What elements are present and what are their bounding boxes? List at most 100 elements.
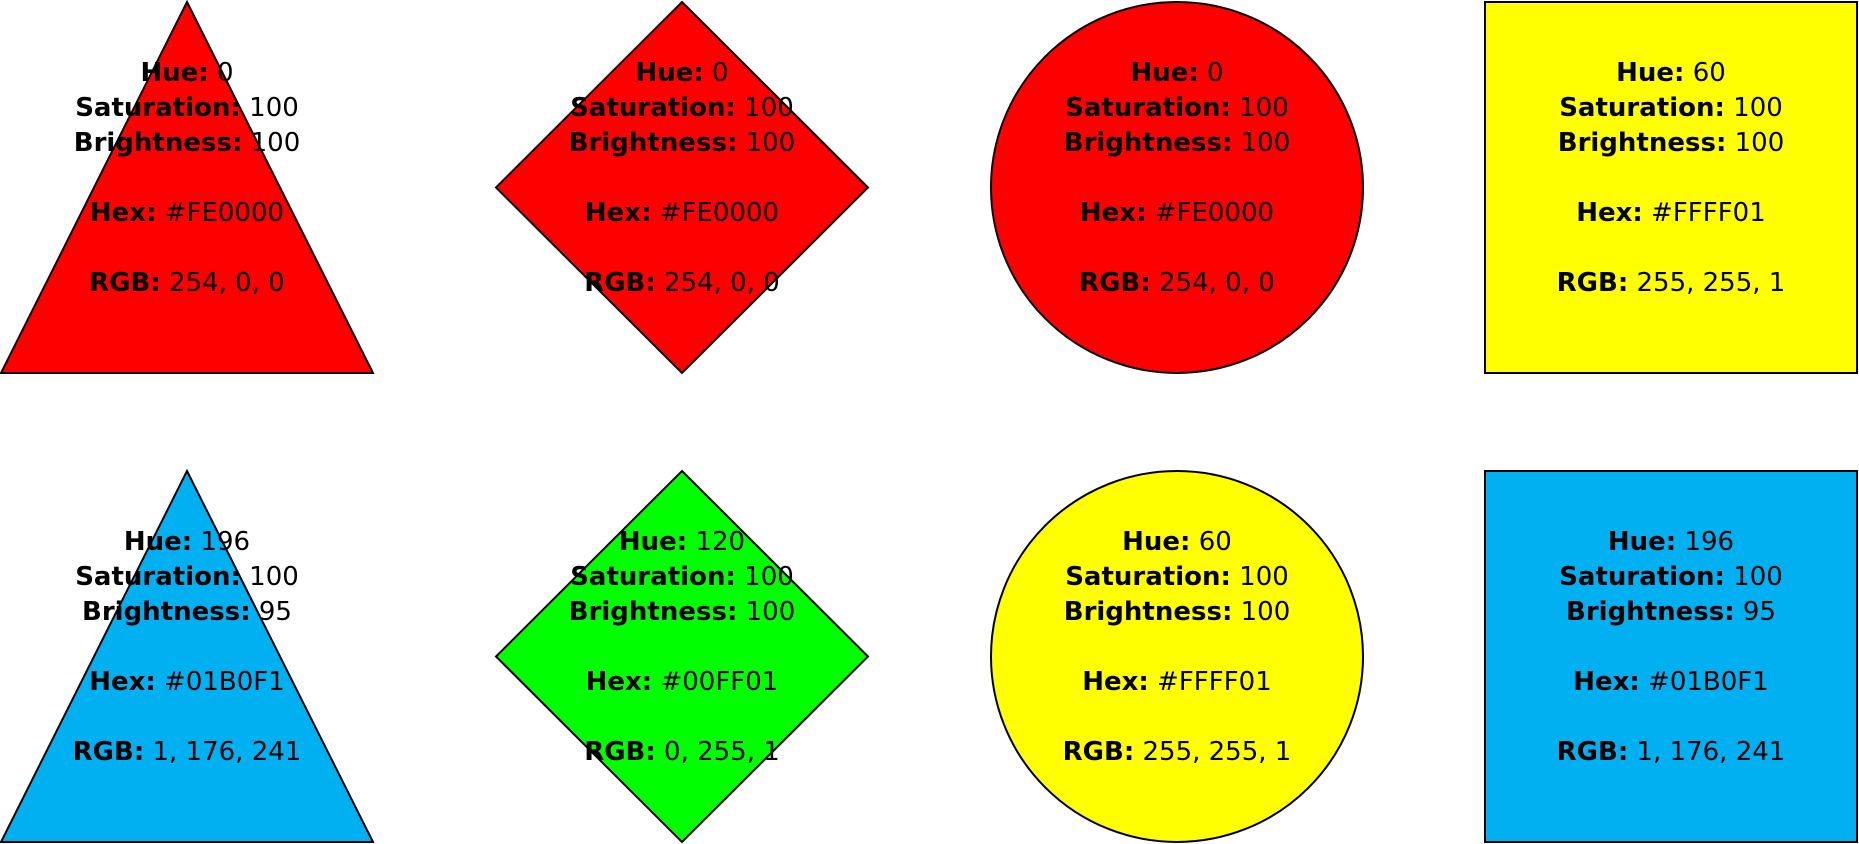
hex-label: Hex:	[1573, 667, 1640, 697]
hex-text: Hex: #FFFF01	[1082, 667, 1272, 697]
saturation-value: 100	[736, 562, 794, 592]
saturation-text: Saturation: 100	[1065, 93, 1289, 123]
hex-text: Hex: #01B0F1	[89, 667, 285, 697]
circle-shape	[990, 1, 1364, 374]
hue-value: 196	[192, 527, 250, 557]
saturation-text: Saturation: 100	[570, 562, 794, 592]
square-shape	[1484, 470, 1858, 843]
rgb-text: RGB: 1, 176, 241	[1557, 737, 1786, 767]
hue-label: Hue:	[1130, 58, 1198, 88]
rgb-label: RGB:	[584, 268, 656, 298]
hue-value: 0	[209, 58, 234, 88]
hex-value: #FFFF01	[1149, 667, 1272, 697]
hue-value: 60	[1684, 58, 1725, 88]
brightness-label: Brightness:	[569, 597, 738, 627]
hue-text: Hue: 60	[1616, 58, 1726, 88]
saturation-value: 100	[241, 562, 299, 592]
rgb-label: RGB:	[1557, 737, 1629, 767]
rgb-text: RGB: 0, 255, 1	[584, 737, 780, 767]
hue-label: Hue:	[619, 527, 687, 557]
rgb-value: 1, 176, 241	[144, 737, 301, 767]
rgb-text: RGB: 1, 176, 241	[73, 737, 302, 767]
rgb-label: RGB:	[1557, 268, 1629, 298]
color-shape-diamond: Hue: 120 Saturation: 100 Brightness: 100 He…	[494, 469, 870, 844]
saturation-label: Saturation:	[1065, 93, 1231, 123]
color-shape-square: Hue: 196 Saturation: 100 Brightness: 95 Hex…	[1484, 470, 1858, 843]
saturation-text: Saturation: 100	[75, 93, 299, 123]
hue-text: Hue: 196	[1608, 527, 1734, 557]
brightness-value: 100	[737, 597, 795, 627]
rgb-value: 254, 0, 0	[1151, 268, 1275, 298]
rgb-label: RGB:	[1063, 737, 1135, 767]
saturation-value: 100	[1725, 562, 1783, 592]
hex-value: #00FF01	[652, 667, 778, 697]
hue-value: 0	[704, 58, 729, 88]
hue-value: 120	[687, 527, 745, 557]
hex-label: Hex:	[1576, 198, 1643, 228]
rgb-text: RGB: 255, 255, 1	[1557, 268, 1786, 298]
brightness-value: 100	[1232, 597, 1290, 627]
color-shape-triangle: Hue: 0 Saturation: 100 Brightness: 100 Hex:…	[0, 0, 375, 374]
rgb-label: RGB:	[73, 737, 145, 767]
hue-label: Hue:	[124, 527, 192, 557]
hex-value: #FE0000	[156, 198, 284, 228]
saturation-label: Saturation:	[1559, 562, 1725, 592]
hue-value: 0	[1199, 58, 1224, 88]
hue-text: Hue: 0	[1130, 58, 1223, 88]
rgb-label: RGB:	[584, 737, 656, 767]
saturation-value: 100	[1725, 93, 1783, 123]
brightness-text: Brightness: 100	[74, 128, 300, 158]
brightness-text: Brightness: 100	[569, 128, 795, 158]
brightness-label: Brightness:	[1566, 597, 1735, 627]
saturation-value: 100	[736, 93, 794, 123]
brightness-text: Brightness: 100	[569, 597, 795, 627]
brightness-value: 100	[242, 128, 300, 158]
hue-text: Hue: 0	[140, 58, 233, 88]
diamond-shape	[494, 0, 870, 375]
brightness-value: 95	[1735, 597, 1776, 627]
brightness-text: Brightness: 100	[1064, 597, 1290, 627]
rgb-value: 255, 255, 1	[1628, 268, 1785, 298]
saturation-text: Saturation: 100	[570, 93, 794, 123]
brightness-label: Brightness:	[1064, 597, 1233, 627]
hex-text: Hex: #00FF01	[586, 667, 779, 697]
hex-label: Hex:	[1082, 667, 1149, 697]
hue-text: Hue: 0	[635, 58, 728, 88]
hex-value: #01B0F1	[1640, 667, 1769, 697]
saturation-label: Saturation:	[75, 562, 241, 592]
brightness-label: Brightness:	[74, 128, 243, 158]
triangle-shape	[0, 468, 375, 843]
brightness-label: Brightness:	[569, 128, 738, 158]
hue-text: Hue: 196	[124, 527, 250, 557]
saturation-text: Saturation: 100	[75, 562, 299, 592]
hue-value: 196	[1676, 527, 1734, 557]
rgb-value: 254, 0, 0	[161, 268, 285, 298]
hex-label: Hex:	[89, 667, 156, 697]
rgb-value: 1, 176, 241	[1628, 737, 1785, 767]
rgb-value: 254, 0, 0	[656, 268, 780, 298]
brightness-value: 100	[737, 128, 795, 158]
hue-value: 60	[1190, 527, 1231, 557]
hue-label: Hue:	[140, 58, 208, 88]
brightness-value: 95	[251, 597, 292, 627]
rgb-value: 0, 255, 1	[656, 737, 780, 767]
saturation-value: 100	[241, 93, 299, 123]
brightness-text: Brightness: 95	[82, 597, 292, 627]
saturation-label: Saturation:	[1065, 562, 1231, 592]
rgb-label: RGB:	[1079, 268, 1151, 298]
saturation-text: Saturation: 100	[1559, 93, 1783, 123]
brightness-value: 100	[1726, 128, 1784, 158]
color-shape-circle: Hue: 0 Saturation: 100 Brightness: 100 Hex:…	[990, 1, 1364, 374]
triangle-shape	[0, 0, 375, 374]
hex-label: Hex:	[1080, 198, 1147, 228]
color-shape-triangle: Hue: 196 Saturation: 100 Brightness: 95 Hex…	[0, 468, 375, 843]
hex-value: #01B0F1	[156, 667, 285, 697]
brightness-text: Brightness: 100	[1064, 128, 1290, 158]
hex-label: Hex:	[586, 667, 653, 697]
hex-label: Hex:	[90, 198, 157, 228]
square-shape	[1484, 1, 1858, 374]
rgb-text: RGB: 254, 0, 0	[584, 268, 780, 298]
rgb-text: RGB: 254, 0, 0	[1079, 268, 1275, 298]
